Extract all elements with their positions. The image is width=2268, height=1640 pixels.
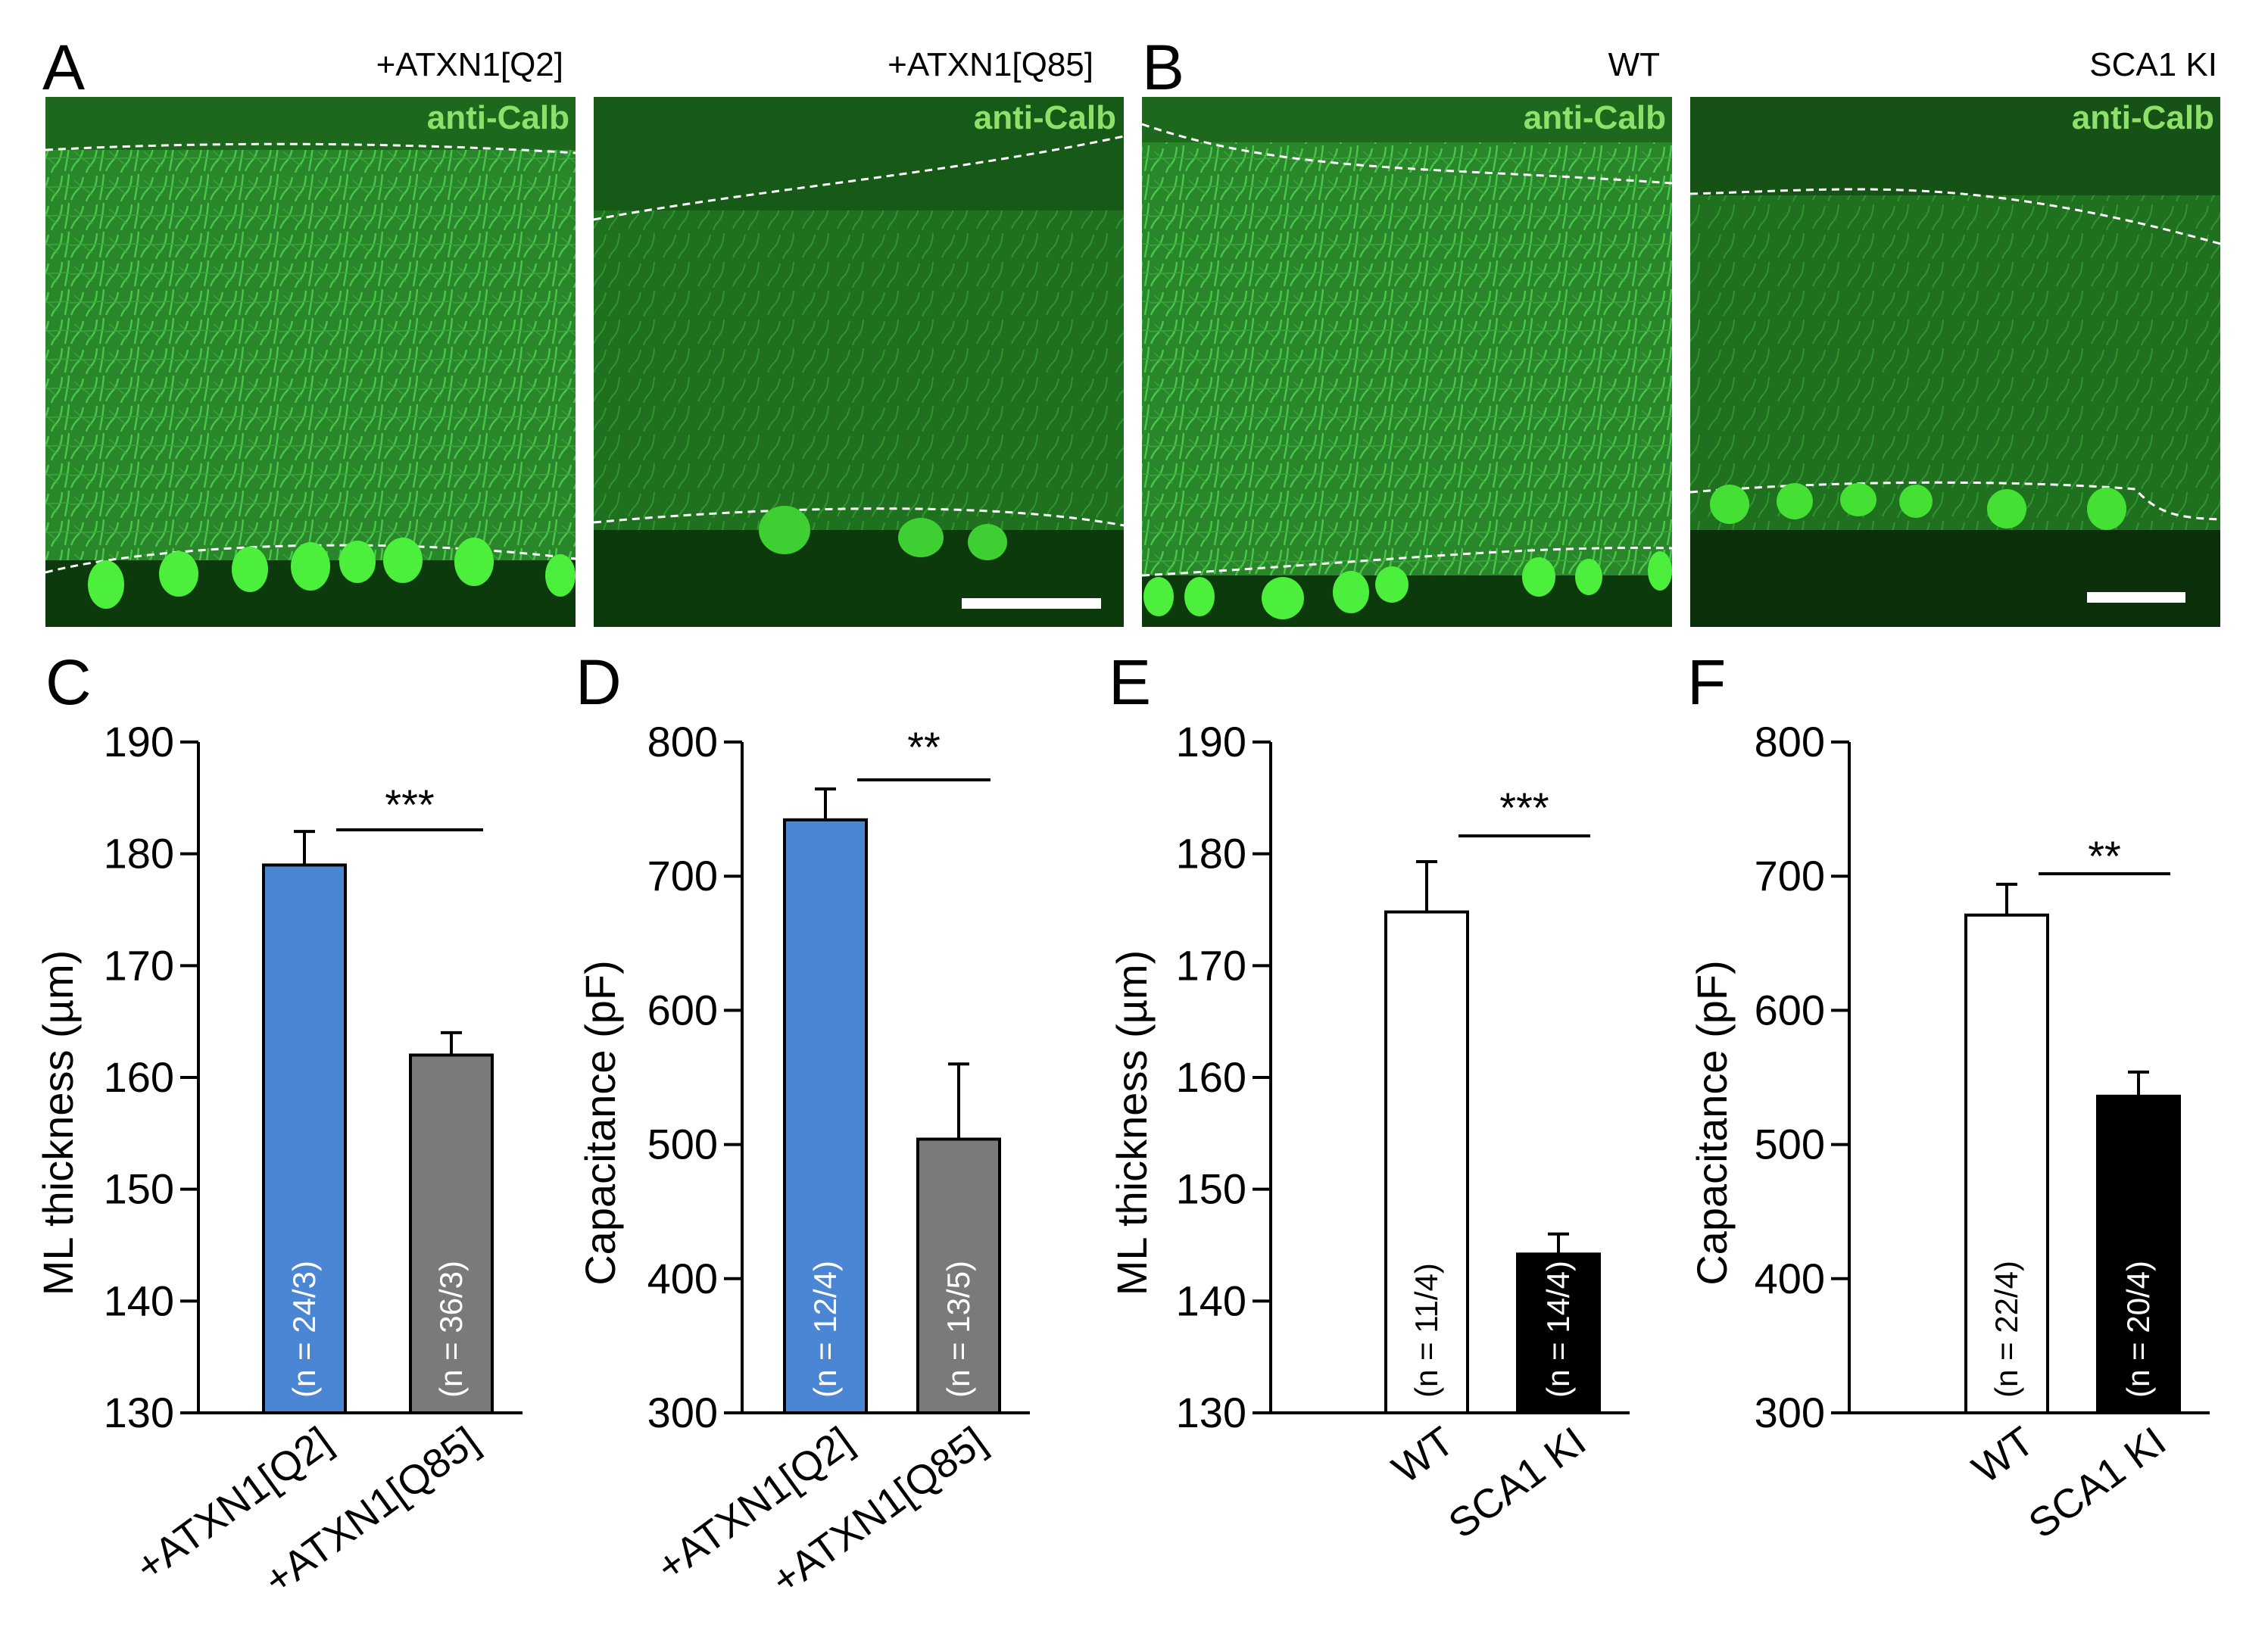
significance-marker: *** bbox=[1499, 784, 1549, 831]
y-tick-label: 150 bbox=[1176, 1165, 1246, 1213]
y-tick-label: 130 bbox=[1176, 1389, 1246, 1436]
bar-0 bbox=[262, 863, 347, 1414]
bar-0 bbox=[783, 818, 868, 1414]
y-tick-label: 700 bbox=[1755, 852, 1825, 900]
y-tick-label: 700 bbox=[647, 852, 718, 900]
bar-chart-f: F 300 400 500 600 700 800 Capacitance (pF) (n = … bbox=[1687, 647, 2210, 1547]
bar-chart-e: E 130 140 150 160 170 180 190 ML thickness (µm) (… bbox=[1108, 647, 1630, 1547]
y-tick-label: 300 bbox=[1755, 1389, 1825, 1436]
significance-marker: *** bbox=[385, 781, 434, 828]
bar-0 bbox=[1384, 910, 1469, 1415]
y-tick-label: 170 bbox=[1176, 941, 1246, 989]
y-tick-label: 600 bbox=[647, 986, 718, 1034]
purkinje-somata bbox=[88, 538, 576, 609]
category-label: SCA1 KI bbox=[2020, 1418, 2174, 1547]
micrograph-wt bbox=[1141, 97, 1673, 627]
y-axis-label: Capacitance (pF) bbox=[1688, 960, 1736, 1286]
image-title-q85: +ATXN1[Q85] bbox=[888, 46, 1093, 83]
category-label: SCA1 KI bbox=[1440, 1418, 1594, 1547]
y-tick-label: 170 bbox=[104, 941, 174, 989]
panel-letter: E bbox=[1109, 647, 1151, 718]
y-tick-label: 160 bbox=[104, 1053, 174, 1101]
purkinje-somata bbox=[759, 506, 1007, 560]
n-label: (n = 13/5) bbox=[941, 1261, 976, 1398]
category-label: WT bbox=[1384, 1418, 1462, 1492]
purkinje-somata bbox=[1143, 551, 1672, 619]
category-label: WT bbox=[1964, 1418, 2042, 1492]
panel-letter: C bbox=[45, 647, 92, 718]
panel-letter: F bbox=[1687, 647, 1726, 718]
y-tick-label: 500 bbox=[647, 1121, 718, 1168]
bar-1 bbox=[916, 1137, 1001, 1414]
panel-letter: D bbox=[576, 647, 622, 718]
panel-letter-a: A bbox=[42, 32, 85, 103]
scale-bar bbox=[962, 598, 1101, 609]
purkinje-somata bbox=[1710, 483, 2126, 530]
n-label: (n = 36/3) bbox=[433, 1261, 469, 1398]
image-title-wt: WT bbox=[1608, 46, 1660, 83]
y-tick-label: 800 bbox=[1755, 718, 1825, 765]
bar-1 bbox=[2096, 1094, 2181, 1414]
y-tick-label: 400 bbox=[1755, 1255, 1825, 1302]
bar-0 bbox=[1964, 913, 2049, 1414]
image-title-q2: +ATXN1[Q2] bbox=[376, 46, 563, 83]
y-tick-label: 180 bbox=[104, 830, 174, 878]
micrograph-q2 bbox=[45, 97, 576, 627]
y-axis-label: Capacitance (pF) bbox=[576, 960, 624, 1286]
n-label: (n = 24/3) bbox=[286, 1261, 322, 1398]
image-title-sca1ki: SCA1 KI bbox=[2089, 46, 2217, 83]
stain-label-wt: anti-Calb bbox=[1524, 99, 1666, 136]
stain-label-sca1ki: anti-Calb bbox=[2072, 99, 2214, 136]
y-tick-label: 500 bbox=[1755, 1121, 1825, 1168]
y-tick-label: 140 bbox=[104, 1277, 174, 1324]
stain-label-q85: anti-Calb bbox=[974, 99, 1116, 136]
n-label: (n = 11/4) bbox=[1409, 1263, 1444, 1398]
panel-letter-b: B bbox=[1142, 32, 1184, 103]
y-tick-label: 150 bbox=[104, 1165, 174, 1213]
n-label: (n = 12/4) bbox=[807, 1261, 843, 1398]
y-tick-label: 180 bbox=[1176, 830, 1246, 878]
significance-marker: ** bbox=[907, 723, 941, 771]
n-label: (n = 22/4) bbox=[1989, 1261, 2024, 1398]
y-tick-label: 400 bbox=[647, 1255, 718, 1302]
bar-chart-c: C 130 140 150 160 170 180 190 ML thickness (µm) (… bbox=[34, 647, 523, 1604]
y-tick-label: 190 bbox=[104, 718, 174, 765]
y-axis-label: ML thickness (µm) bbox=[1108, 950, 1156, 1295]
n-label: (n = 14/4) bbox=[1540, 1261, 1576, 1398]
bar-chart-d: D 300 400 500 600 700 800 Capacitance (pF) (n = … bbox=[576, 647, 1030, 1604]
n-label: (n = 20/4) bbox=[2120, 1261, 2156, 1398]
significance-marker: ** bbox=[2088, 832, 2121, 880]
y-tick-label: 130 bbox=[104, 1389, 174, 1436]
y-axis-label: ML thickness (µm) bbox=[34, 950, 82, 1295]
y-tick-label: 190 bbox=[1176, 718, 1246, 765]
y-tick-label: 160 bbox=[1176, 1053, 1246, 1101]
y-tick-label: 800 bbox=[647, 718, 718, 765]
bar-1 bbox=[409, 1053, 494, 1414]
stain-label-q2: anti-Calb bbox=[427, 99, 569, 136]
y-tick-label: 600 bbox=[1755, 986, 1825, 1034]
micrograph-sca1ki bbox=[1689, 97, 2221, 627]
y-tick-label: 300 bbox=[647, 1389, 718, 1436]
y-tick-label: 140 bbox=[1176, 1277, 1246, 1324]
micrograph-q85 bbox=[593, 97, 1125, 627]
bar-1 bbox=[1516, 1252, 1601, 1415]
scale-bar bbox=[2087, 592, 2185, 603]
